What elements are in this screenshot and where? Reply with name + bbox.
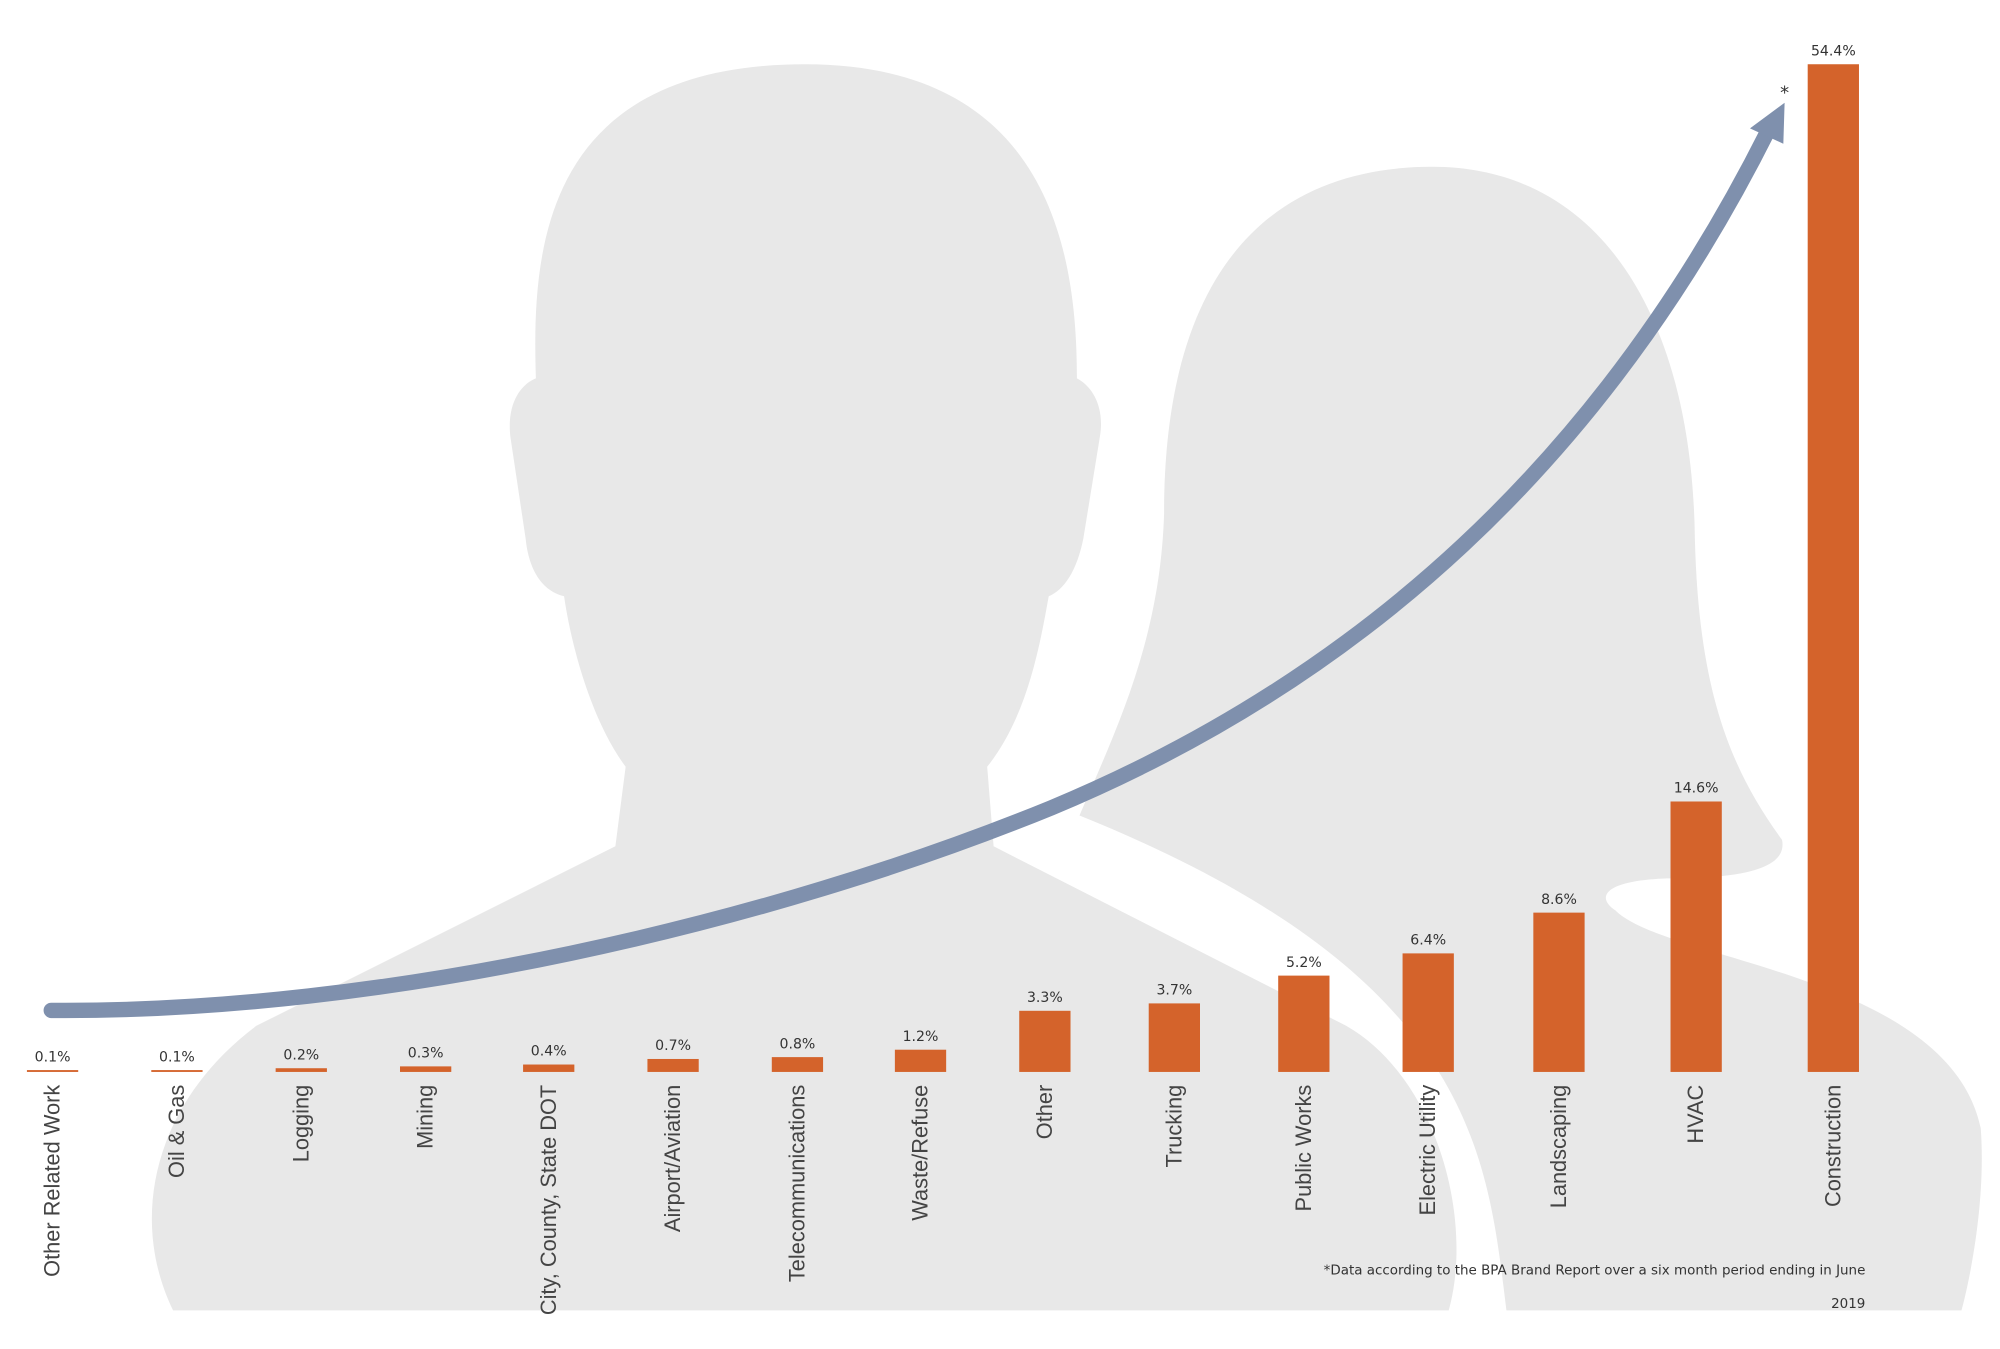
- value-label: 0.4%: [531, 1044, 567, 1060]
- category-label: Public Works: [1291, 1085, 1316, 1212]
- value-label: 0.1%: [159, 1049, 195, 1065]
- category-label: Airport/Aviation: [660, 1085, 685, 1232]
- female-silhouette: [1079, 166, 1982, 1311]
- bar: [523, 1064, 575, 1072]
- category-label: Telecommunications: [784, 1085, 809, 1282]
- category-label: Trucking: [1161, 1085, 1186, 1168]
- footnote: *Data according to the BPA Brand Report …: [1324, 1264, 1866, 1279]
- category-label: HVAC: [1683, 1085, 1708, 1144]
- bar: [151, 1070, 203, 1072]
- value-label: 0.8%: [780, 1036, 816, 1052]
- category-label: Logging: [288, 1085, 313, 1163]
- category-label: Other: [1032, 1085, 1057, 1139]
- bar: [1533, 912, 1585, 1072]
- value-label: 0.1%: [35, 1049, 71, 1065]
- value-label: 0.2%: [283, 1047, 319, 1063]
- bar: [1278, 975, 1330, 1072]
- value-label: 0.7%: [655, 1038, 691, 1054]
- asterisk: *: [1780, 83, 1789, 104]
- bar: [1402, 953, 1454, 1072]
- bar: [275, 1068, 327, 1072]
- bar: [1019, 1010, 1071, 1072]
- value-label: 0.3%: [408, 1046, 444, 1062]
- bar: [26, 1070, 79, 1072]
- category-label: Waste/Refuse: [908, 1085, 933, 1221]
- category-label: Oil & Gas: [164, 1085, 189, 1178]
- bar: [1148, 1003, 1200, 1072]
- male-silhouette: [151, 64, 1457, 1311]
- category-label: Mining: [413, 1085, 438, 1149]
- value-label: 8.6%: [1541, 892, 1577, 908]
- value-label: 3.3%: [1027, 990, 1063, 1006]
- category-label: Landscaping: [1546, 1085, 1571, 1209]
- bar: [771, 1057, 824, 1072]
- category-label: Electric Utility: [1415, 1085, 1440, 1216]
- value-label: 54.4%: [1811, 43, 1856, 59]
- bar: [647, 1058, 699, 1072]
- footnote-year: 2019: [1831, 1297, 1865, 1312]
- category-label: Other Related Work: [40, 1085, 65, 1277]
- bar: [1670, 801, 1722, 1072]
- category-label: Construction: [1820, 1085, 1845, 1207]
- bar: [400, 1066, 452, 1072]
- trend-arrow: [43, 120, 1777, 1019]
- value-label: 5.2%: [1286, 955, 1322, 971]
- arrow-head: [1750, 102, 1785, 144]
- value-label: 14.6%: [1674, 781, 1719, 797]
- value-label: 6.4%: [1410, 933, 1446, 949]
- bar: [894, 1049, 947, 1072]
- value-label: 1.2%: [903, 1029, 939, 1045]
- value-label: 3.7%: [1156, 983, 1192, 999]
- category-label: City, County, State DOT: [536, 1085, 561, 1315]
- bar: [1807, 64, 1859, 1072]
- bars: 0.1% Other Related Work 0.1% Oil & Gas 0.2% L…: [26, 43, 1859, 1315]
